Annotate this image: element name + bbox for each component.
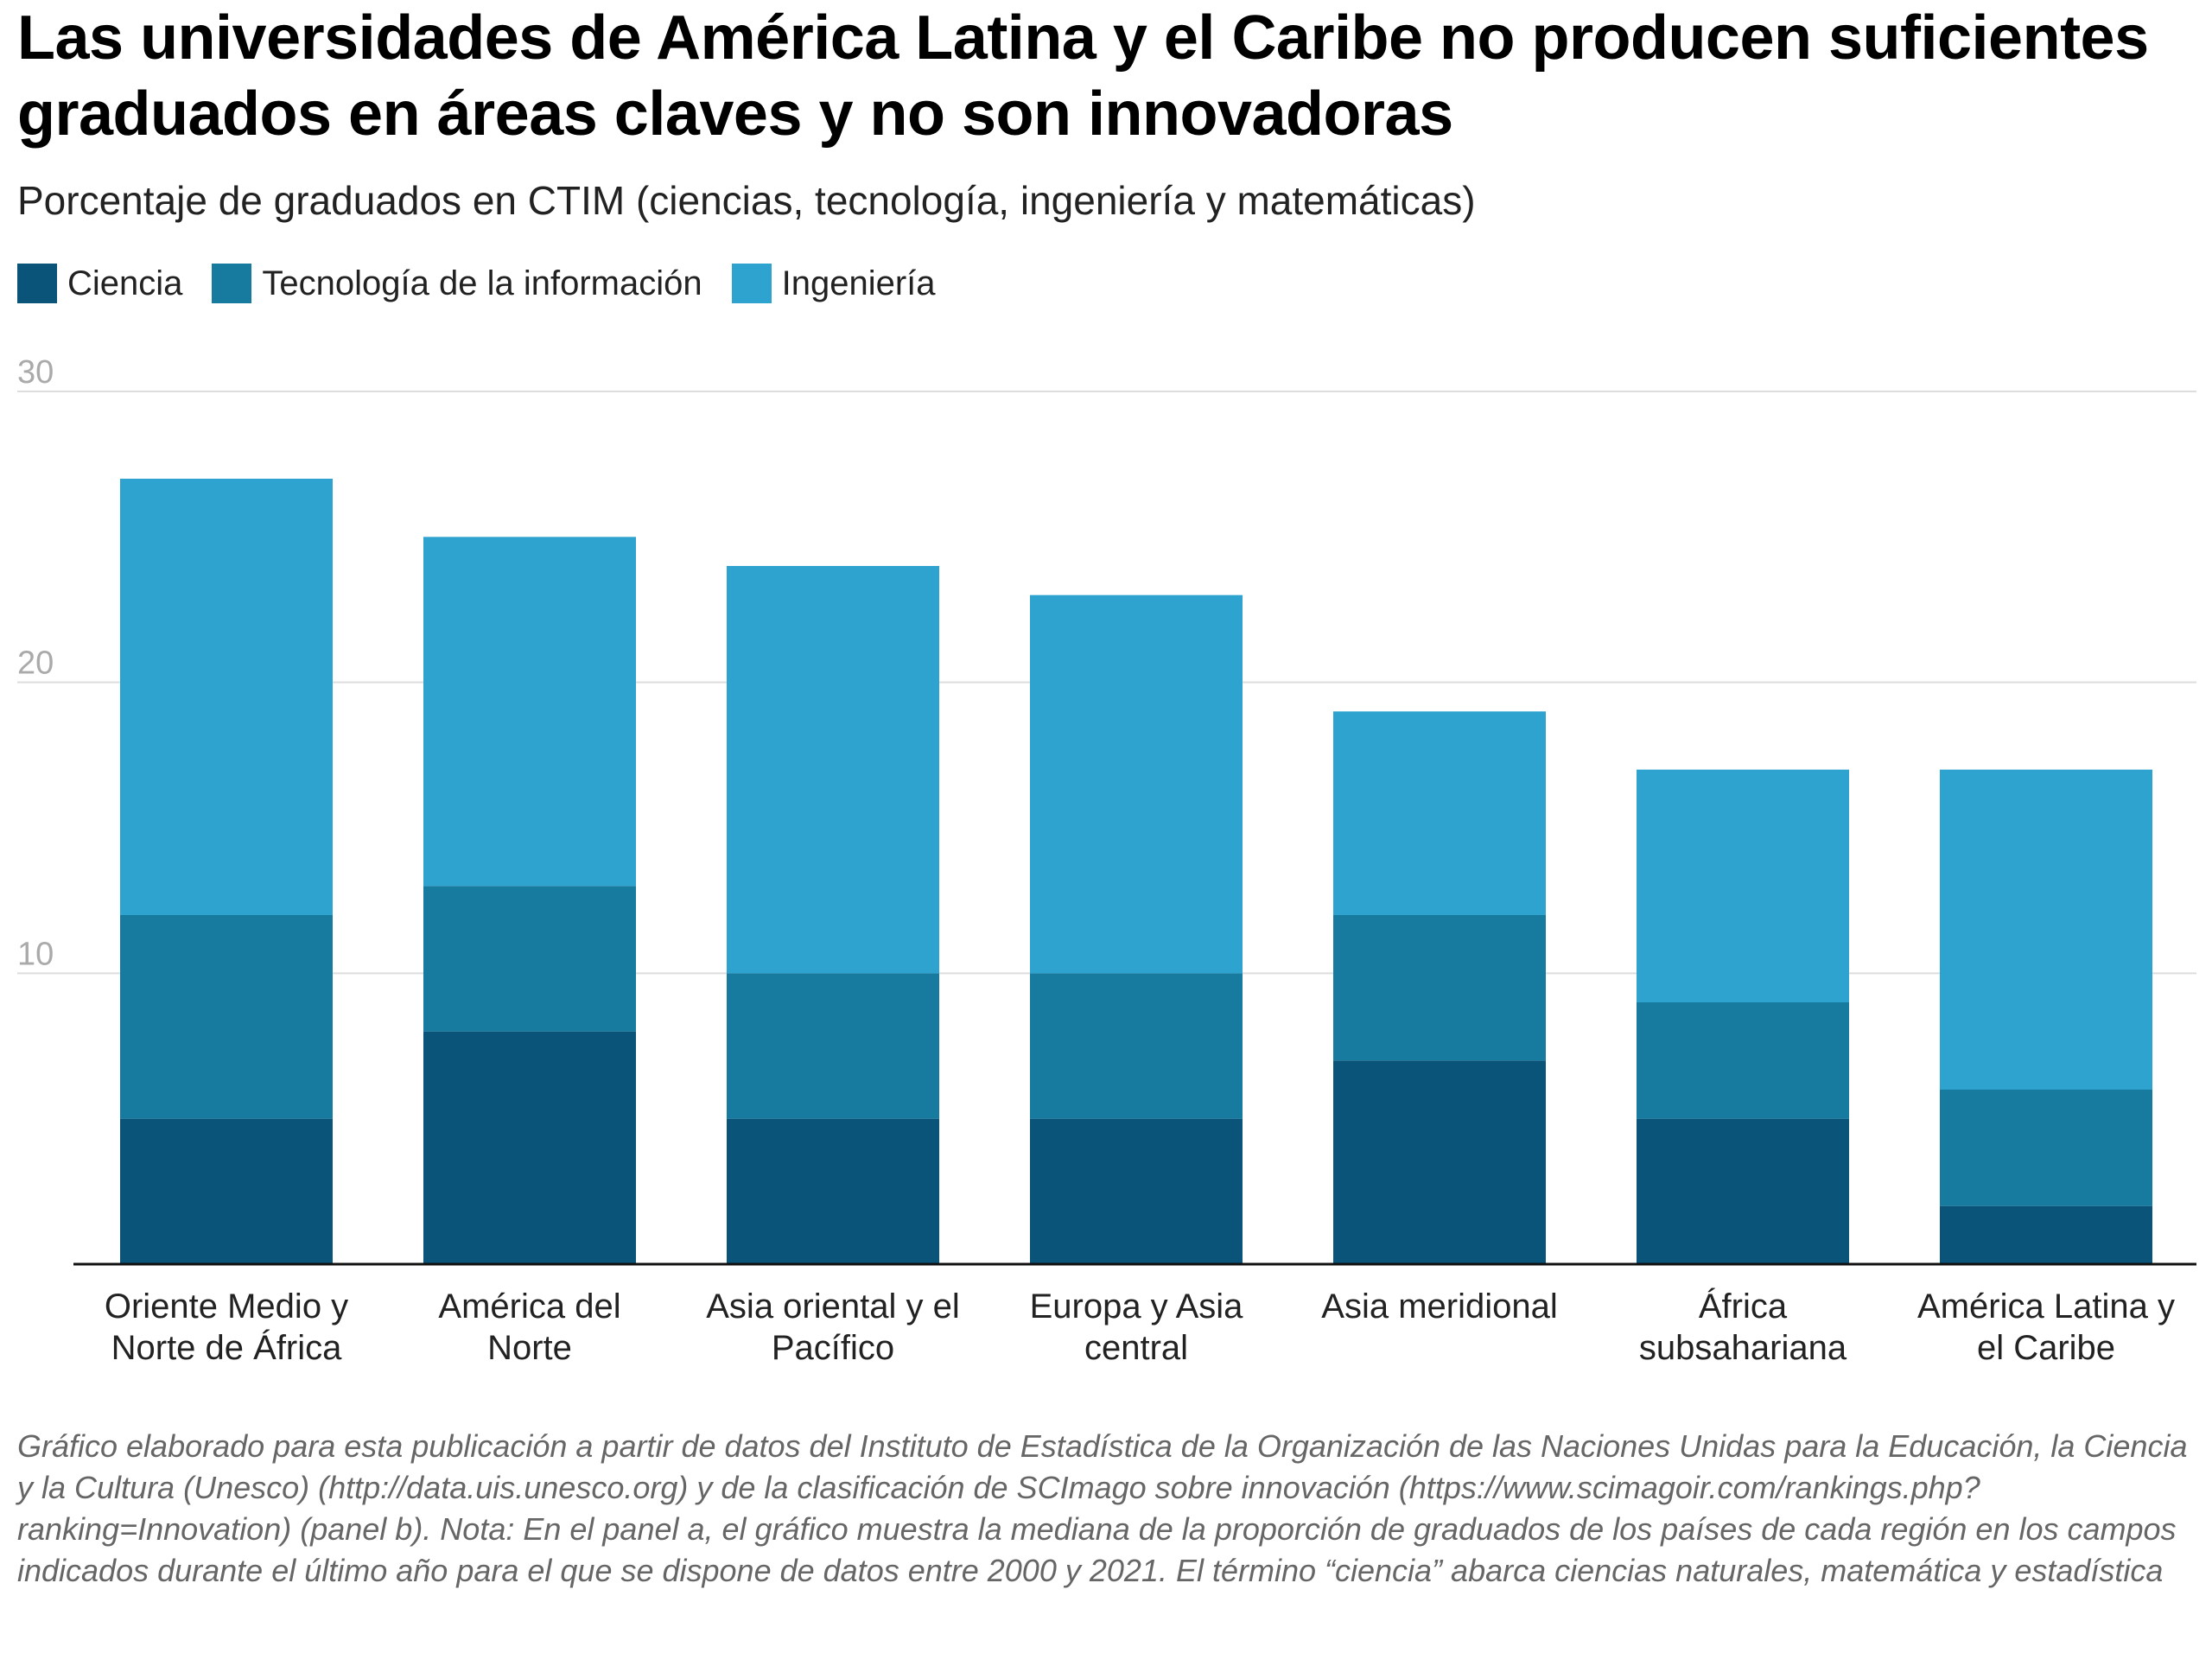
- bar-segment: [423, 886, 636, 1032]
- source-note: Gráfico elaborado para esta publicación …: [17, 1428, 2188, 1588]
- bar-segment: [120, 479, 333, 915]
- bar-segment: [120, 1118, 333, 1264]
- y-tick-label: 10: [17, 936, 54, 972]
- bar-segment: [727, 1118, 939, 1264]
- bar-segment: [1940, 1205, 2152, 1264]
- chart-title: Las universidades de América Latina y el…: [17, 3, 2149, 149]
- x-tick-label: Norte de África: [111, 1328, 343, 1367]
- x-tick-label: Asia oriental y el: [706, 1287, 959, 1326]
- x-tick-label: América Latina y: [1917, 1287, 2175, 1326]
- legend-swatch-ingenieria: [731, 264, 772, 303]
- bar-segment: [1333, 711, 1546, 915]
- legend-label-ingenieria: Ingeniería: [781, 264, 936, 302]
- x-tick-label: Europa y Asia: [1030, 1287, 1244, 1326]
- bar-segment: [727, 566, 939, 974]
- bars: [120, 479, 2152, 1264]
- bar-segment: [1637, 1118, 1849, 1264]
- legend-label-ciencia: Ciencia: [67, 264, 183, 302]
- x-tick-label: Norte: [487, 1329, 572, 1367]
- bar-segment: [727, 973, 939, 1119]
- bar-segment: [120, 915, 333, 1119]
- x-tick-label: Asia meridional: [1321, 1287, 1557, 1326]
- chart-subtitle: Porcentaje de graduados en CTIM (ciencia…: [17, 178, 1476, 223]
- legend: Ciencia Tecnología de la información Ing…: [17, 264, 965, 303]
- bar-segment: [1333, 915, 1546, 1061]
- y-tick-label: 30: [17, 354, 54, 391]
- bar-segment: [1030, 1118, 1243, 1264]
- bar-segment: [1030, 594, 1243, 974]
- x-tick-label: subsahariana: [1639, 1329, 1847, 1367]
- bar-segment: [423, 1031, 636, 1264]
- legend-swatch-tecnologia: [212, 264, 252, 303]
- x-tick-label: América del: [438, 1287, 620, 1326]
- x-tick-label: el Caribe: [1977, 1329, 2115, 1367]
- x-tick-label: Oriente Medio y: [105, 1287, 348, 1326]
- bar-segment: [1940, 1090, 2152, 1206]
- legend-item-tecnologia: Tecnología de la información: [212, 264, 702, 303]
- x-tick-label: central: [1084, 1329, 1188, 1367]
- bar-segment: [1030, 973, 1243, 1119]
- legend-item-ingenieria: Ingeniería: [731, 264, 936, 303]
- legend-item-ciencia: Ciencia: [17, 264, 182, 303]
- bar-segment: [423, 537, 636, 887]
- bar-segment: [1637, 1002, 1849, 1119]
- x-tick-label: África: [1699, 1287, 1788, 1326]
- bar-segment: [1940, 769, 2152, 1090]
- y-tick-label: 20: [17, 645, 54, 682]
- legend-label-tecnologia: Tecnología de la información: [262, 264, 702, 302]
- legend-swatch-ciencia: [17, 264, 57, 303]
- x-tick-label: Pacífico: [772, 1329, 894, 1367]
- bar-segment: [1333, 1060, 1546, 1264]
- bar-segment: [1637, 769, 1849, 1002]
